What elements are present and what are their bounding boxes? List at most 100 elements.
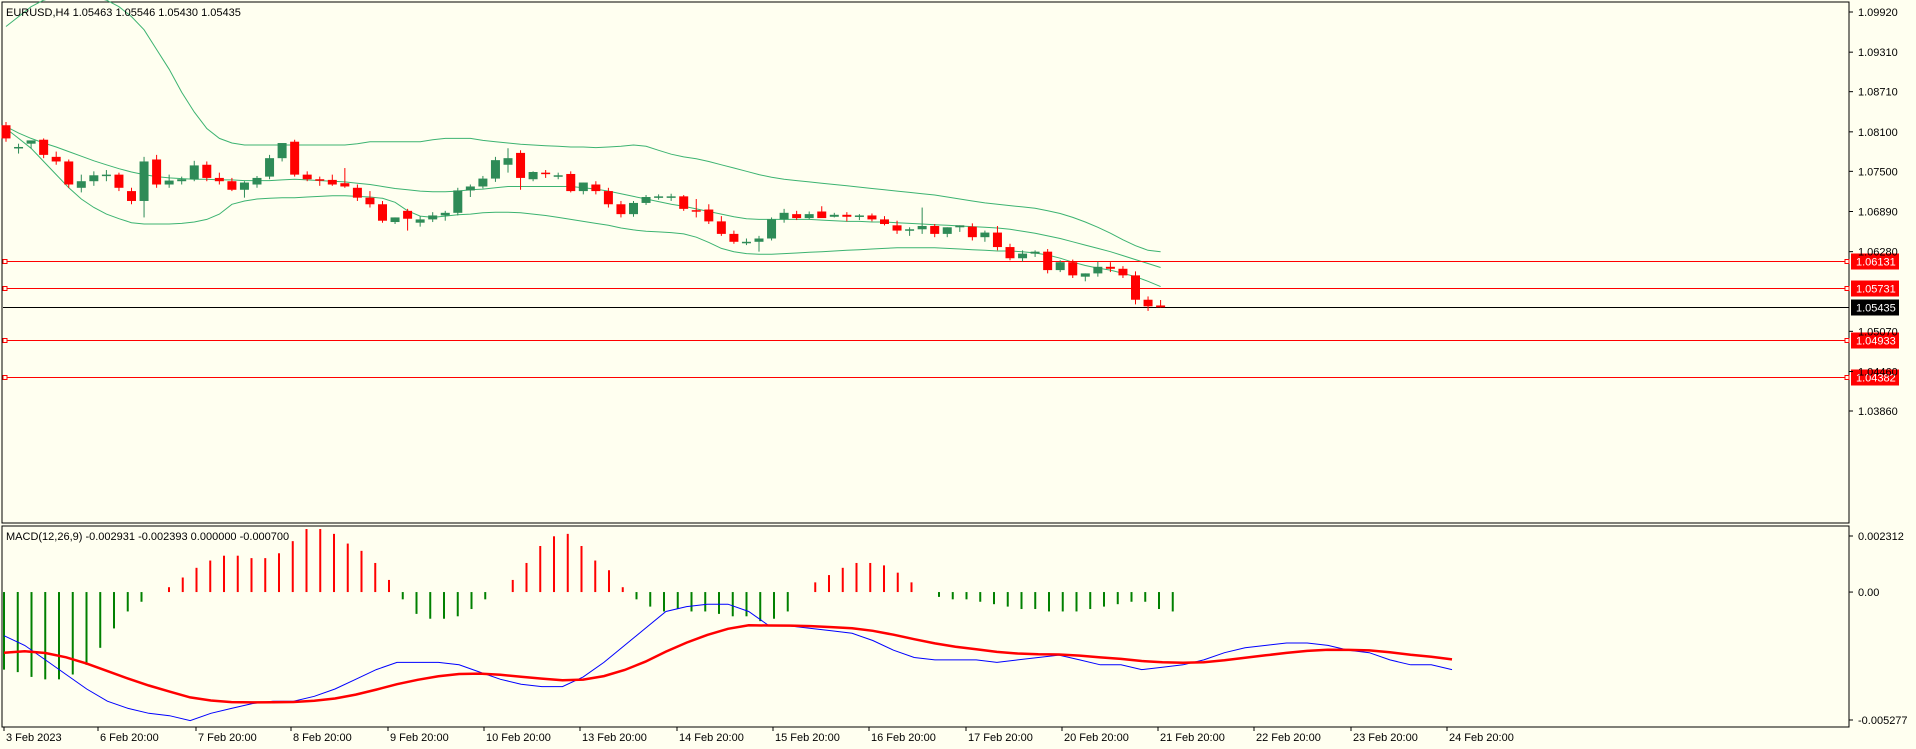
- time-axis: 3 Feb 2023 6 Feb 20:00 7 Feb 20:00 8 Feb 20…: [3, 727, 1514, 744]
- bear-candle: [1005, 247, 1015, 259]
- bear-candle: [340, 183, 350, 187]
- bear-candle: [616, 204, 626, 215]
- bull-candle: [578, 182, 588, 192]
- bull-candle: [754, 238, 764, 242]
- price-tick-label: 1.08710: [1858, 87, 1898, 99]
- bear-candle: [930, 225, 940, 234]
- bull-candle: [177, 179, 187, 182]
- price-tick-label: 1.09310: [1858, 47, 1898, 59]
- bollinger-lower-band: [5, 128, 1161, 288]
- bull-candle: [478, 178, 488, 187]
- bear-candle: [892, 225, 902, 231]
- line-anchor-right[interactable]: [1844, 338, 1850, 343]
- price-tick-label: 1.07500: [1858, 166, 1898, 178]
- bear-candle: [51, 156, 61, 162]
- price-tick-label: 1.06890: [1858, 207, 1898, 219]
- price-tick-label: 1.06280: [1858, 247, 1898, 259]
- level-price-tag: [1851, 332, 1899, 349]
- bull-candle: [741, 241, 751, 244]
- bull-candle: [14, 146, 24, 149]
- bear-candle: [541, 172, 551, 175]
- bear-candle: [992, 232, 1002, 248]
- time-tick-label: 6 Feb 20:00: [100, 732, 159, 744]
- bull-candle: [1093, 266, 1103, 274]
- macd-main-line: [3, 603, 1453, 722]
- time-tick-label: 21 Feb 20:00: [1160, 732, 1225, 744]
- bull-candle: [415, 219, 425, 223]
- line-anchor-right[interactable]: [1844, 286, 1850, 291]
- current-price-tag: [1851, 299, 1899, 316]
- line-anchor-right[interactable]: [1844, 259, 1850, 264]
- bull-candle: [265, 158, 275, 177]
- price-tick-label: 1.03860: [1858, 406, 1898, 418]
- level-price-tag: [1851, 369, 1899, 386]
- bear-candle: [39, 139, 49, 155]
- price-tick-label: 1.08100: [1858, 127, 1898, 139]
- bear-candle: [352, 187, 362, 198]
- bear-candle: [365, 197, 375, 205]
- bear-candle: [691, 210, 701, 212]
- bear-candle: [729, 233, 739, 242]
- bull-candle: [829, 214, 839, 217]
- bear-candle: [114, 174, 124, 188]
- bull-candle: [164, 180, 174, 185]
- time-tick-label: 24 Feb 20:00: [1449, 732, 1514, 744]
- bear-candle: [603, 191, 613, 205]
- macd-signal-line: [3, 624, 1453, 704]
- price-tick-label: 1.05070: [1858, 326, 1898, 338]
- bull-candle: [101, 174, 111, 177]
- line-anchor-left[interactable]: [2, 375, 8, 380]
- bear-candle: [290, 141, 300, 175]
- bear-candle: [679, 196, 689, 209]
- bear-candle: [716, 221, 726, 234]
- time-tick-label: 7 Feb 20:00: [198, 732, 257, 744]
- bull-candle: [89, 175, 99, 182]
- bull-candle: [666, 196, 676, 198]
- bear-candle: [792, 214, 802, 219]
- macd-tick-label: 0.002312: [1858, 531, 1904, 543]
- macd-tick-label: -0.005277: [1858, 715, 1908, 727]
- current-price-label: 1.05435: [1856, 303, 1896, 315]
- horizontal-levels[interactable]: 1.06131 1.05731 1.04933 1.04382 1.05435: [2, 253, 1899, 386]
- macd-lines: [3, 603, 1453, 722]
- line-anchor-right[interactable]: [1844, 375, 1850, 380]
- time-tick-label: 16 Feb 20:00: [871, 732, 936, 744]
- price-tick-label: 1.09920: [1858, 7, 1898, 19]
- bollinger-upper-band: [5, 0, 1161, 253]
- bull-candle: [428, 215, 438, 220]
- bull-candle: [189, 165, 199, 180]
- time-tick-label: 10 Feb 20:00: [486, 732, 551, 744]
- line-anchor-left[interactable]: [2, 259, 8, 264]
- bull-candle: [390, 217, 400, 223]
- bull-candle: [1055, 262, 1065, 271]
- bear-candle: [566, 173, 576, 192]
- bear-candle: [704, 209, 714, 222]
- bear-candle: [1118, 268, 1128, 276]
- bear-candle: [214, 177, 224, 182]
- bear-candle: [227, 181, 237, 190]
- bull-candle: [453, 190, 463, 213]
- bear-candle: [1156, 305, 1166, 308]
- macd-pane-frame: [1, 525, 1850, 728]
- bear-candle: [1043, 251, 1053, 271]
- bull-candle: [76, 181, 86, 188]
- bear-candle: [867, 215, 877, 220]
- line-anchor-left[interactable]: [2, 338, 8, 343]
- bear-candle: [202, 164, 212, 178]
- bull-candle: [942, 227, 952, 234]
- time-tick-label: 9 Feb 20:00: [390, 732, 449, 744]
- time-tick-label: 15 Feb 20:00: [775, 732, 840, 744]
- bull-candle: [553, 175, 563, 177]
- level-price-label: 1.04933: [1856, 336, 1896, 348]
- bull-candle: [490, 160, 500, 179]
- time-tick-label: 23 Feb 20:00: [1353, 732, 1418, 744]
- candlesticks: [1, 121, 1166, 311]
- bear-candle: [817, 211, 827, 219]
- bull-candle: [654, 196, 664, 198]
- time-tick-label: 14 Feb 20:00: [679, 732, 744, 744]
- bull-candle: [139, 161, 149, 201]
- time-tick-label: 17 Feb 20:00: [968, 732, 1033, 744]
- line-anchor-left[interactable]: [2, 286, 8, 291]
